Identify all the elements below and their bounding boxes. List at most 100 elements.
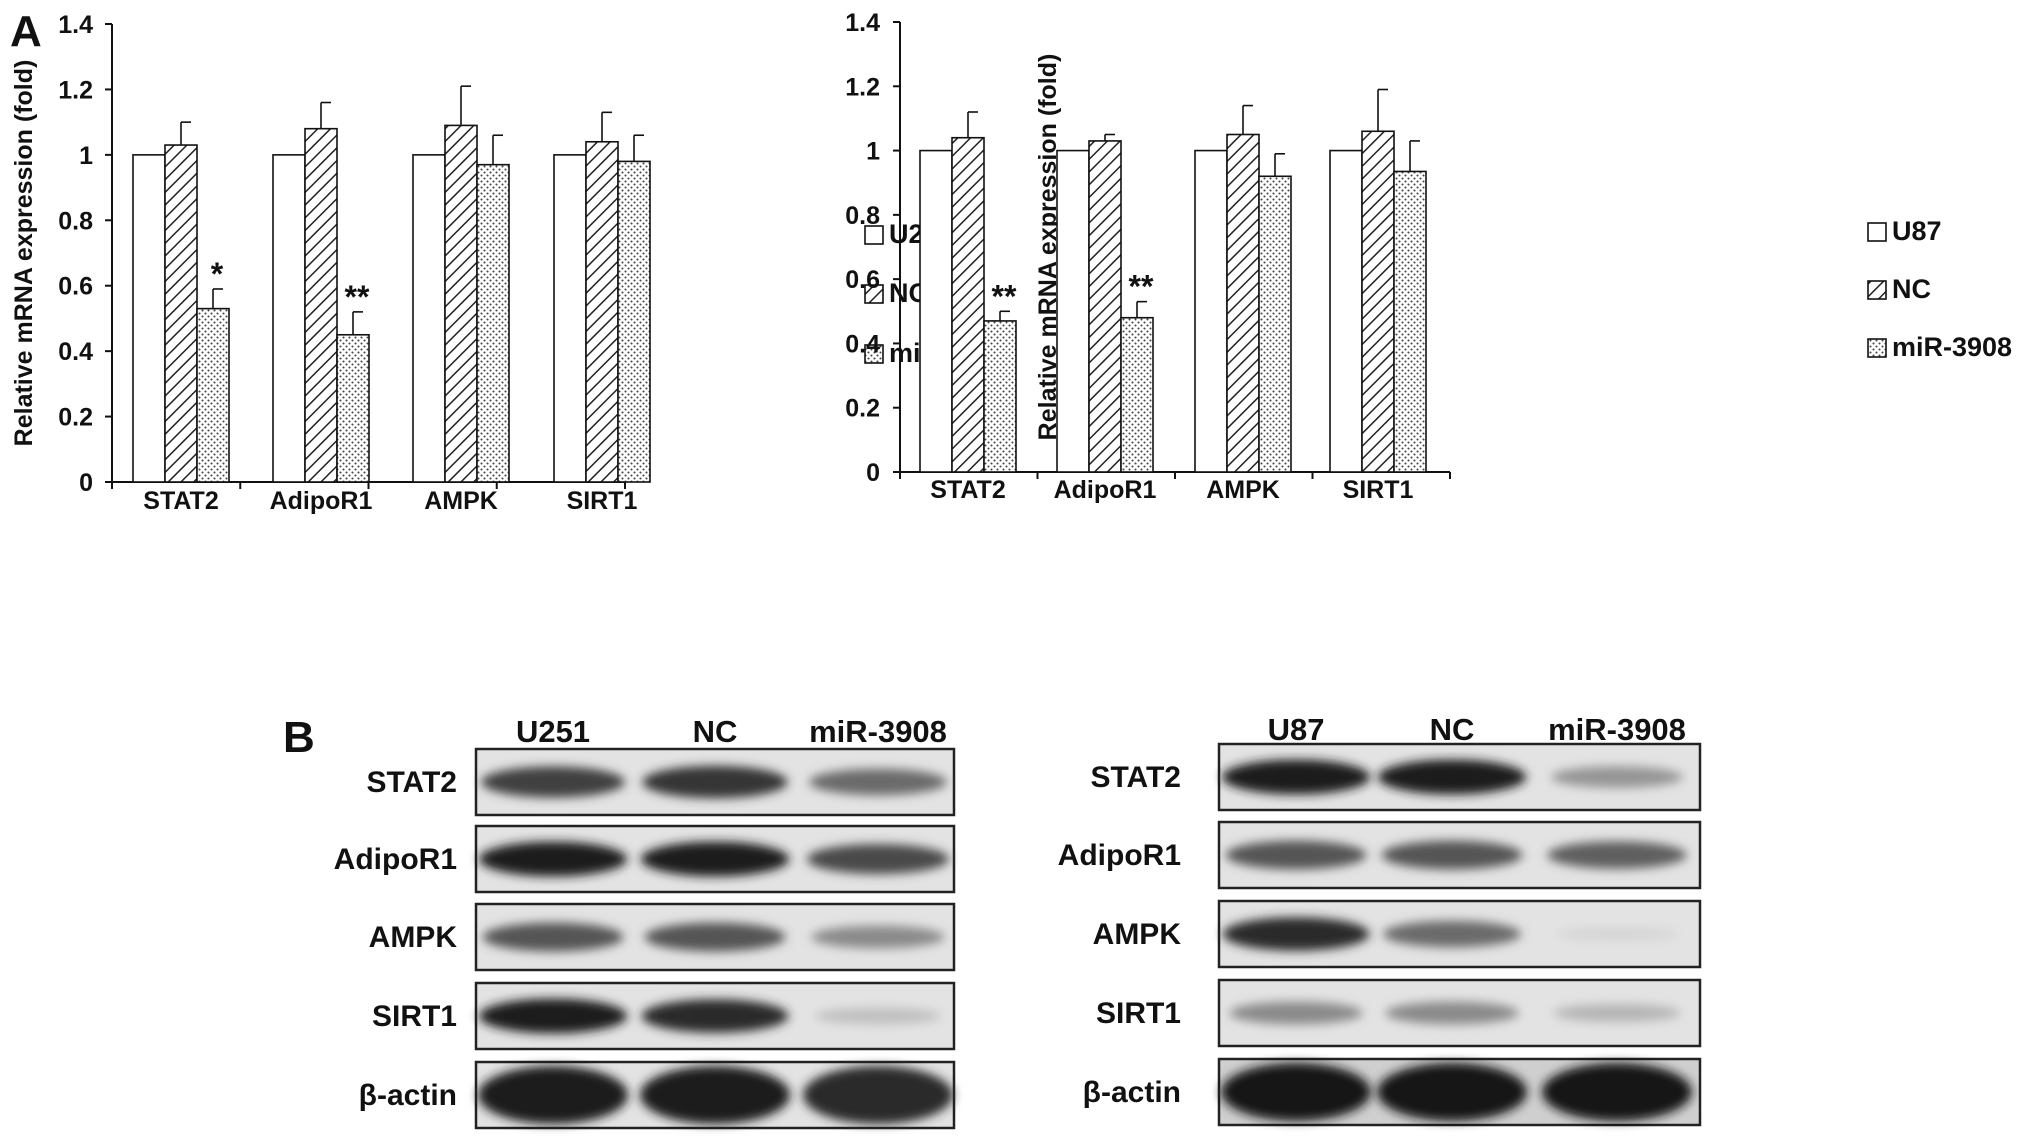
band-stat2-mir-3908 [809, 768, 947, 796]
legend-swatch-mir-3908 [864, 344, 884, 364]
bar-u251-adipor1 [272, 154, 306, 483]
bar-u87-stat2 [919, 149, 953, 473]
band-ampk-u251 [482, 922, 624, 952]
lane-header-nc: NC [693, 714, 738, 749]
bar-mir-3908-stat2 [983, 320, 1017, 473]
legend-label-u87: U87 [1892, 216, 1942, 246]
western-blot-u251: U251 NC miR-3908 STAT2 AdipoR1 AMPK SIRT1 β-act… [334, 714, 956, 1130]
band-sirt1-u87 [1229, 1001, 1363, 1025]
x-tick-label: STAT2 [930, 476, 1005, 504]
legend-label-mir-3908: miR-3908 [1892, 332, 2012, 362]
panel-label-b: B [283, 713, 315, 762]
lane-header-mir-3908: miR-3908 [809, 714, 947, 749]
bar-nc-adipor1 [1088, 140, 1122, 473]
legend-swatch-u251 [864, 225, 884, 245]
band-actin-mir-3908 [1542, 1063, 1692, 1121]
x-tick-label: SIRT1 [1343, 476, 1414, 504]
bar-u251-ampk [412, 154, 446, 483]
bar-mir-3908-adipor1 [1120, 316, 1154, 473]
significance-marker: ** [992, 278, 1017, 314]
band-actin-nc [1377, 1063, 1527, 1121]
lane-header-u251: U251 [516, 714, 590, 749]
y-tick-label: 0.4 [845, 330, 880, 358]
band-sirt1-mir-3908 [1553, 1004, 1681, 1022]
bar-u251-sirt1 [553, 154, 587, 483]
blot-label-adipor1: AdipoR1 [1058, 839, 1181, 872]
legend-swatch-mir-3908 [1867, 338, 1887, 358]
bar-u87-sirt1 [1329, 149, 1363, 473]
y-tick-label: 0.8 [845, 202, 880, 230]
band-actin-nc [640, 1066, 790, 1124]
bar-u251-stat2 [132, 154, 166, 483]
y-tick-label: 1 [79, 142, 93, 170]
y-tick-label: 1.2 [58, 76, 93, 104]
y-tick-label: 1.4 [845, 9, 880, 37]
y-tick-label: 1 [866, 138, 880, 166]
band-actin-mir-3908 [803, 1066, 953, 1124]
y-tick-label: 0.8 [58, 207, 93, 235]
western-blot-u87: U87 NC miR-3908 STAT2 AdipoR1 AMPK SIRT1 β-acti… [1058, 712, 1702, 1127]
legend-swatch-nc [1867, 280, 1887, 300]
bar-mir-3908-ampk [476, 163, 510, 483]
bar-nc-stat2 [951, 136, 985, 473]
significance-marker: * [211, 256, 224, 292]
x-tick-label: AdipoR1 [270, 487, 373, 515]
band-ampk-nc [644, 922, 786, 952]
x-tick-label: AMPK [424, 487, 498, 515]
bar-nc-ampk [1226, 133, 1260, 473]
y-tick-label: 1.2 [845, 73, 880, 101]
band-ampk-mir-3908 [1555, 926, 1679, 942]
significance-marker: ** [1129, 269, 1154, 305]
y-tick-label: 1.4 [58, 11, 93, 39]
bar-nc-stat2 [164, 144, 198, 483]
bar-u87-ampk [1194, 149, 1228, 473]
lane-header-u87: U87 [1268, 712, 1325, 747]
band-stat2-mir-3908 [1551, 766, 1683, 788]
blot-label-actin: β-actin [1083, 1076, 1181, 1109]
legend-swatch-nc [864, 284, 884, 304]
band-actin-u251 [478, 1066, 628, 1124]
bar-mir-3908-sirt1 [617, 160, 651, 483]
bar-nc-sirt1 [1361, 130, 1395, 473]
x-tick-label: AdipoR1 [1054, 476, 1157, 504]
band-adipor1-nc [640, 841, 790, 877]
y-tick-label: 0.4 [58, 338, 93, 366]
bar-mir-3908-sirt1 [1393, 170, 1427, 473]
band-sirt1-u251 [478, 998, 628, 1034]
band-sirt1-mir-3908 [815, 1007, 941, 1025]
bar-nc-sirt1 [585, 140, 619, 483]
band-stat2-u251 [481, 766, 625, 798]
blot-label-sirt1: SIRT1 [372, 1000, 457, 1033]
bar-mir-3908-adipor1 [336, 333, 370, 483]
bar-u87-adipor1 [1056, 149, 1090, 473]
lane-header-mir-3908: miR-3908 [1548, 712, 1686, 747]
legend-label-nc: NC [1892, 274, 1931, 304]
y-tick-label: 0 [79, 469, 93, 497]
band-stat2-nc [1377, 759, 1527, 795]
x-tick-label: AMPK [1206, 476, 1280, 504]
blot-label-actin: β-actin [359, 1079, 457, 1112]
band-stat2-u87 [1221, 759, 1371, 795]
blot-label-sirt1: SIRT1 [1096, 997, 1181, 1030]
y-axis-title: Relative mRNA expression (fold) [10, 60, 38, 447]
x-tick-label: SIRT1 [567, 487, 638, 515]
band-stat2-nc [642, 765, 788, 799]
band-ampk-u87 [1222, 917, 1370, 951]
lane-header-nc: NC [1430, 712, 1475, 747]
y-tick-label: 0.6 [58, 273, 93, 301]
band-ampk-nc [1383, 920, 1521, 948]
y-tick-label: 0.6 [845, 266, 880, 294]
band-adipor1-nc [1381, 840, 1523, 870]
legend-swatch-u87 [1867, 222, 1887, 242]
blot-label-ampk: AMPK [369, 921, 458, 954]
band-adipor1-u87 [1225, 840, 1367, 870]
y-tick-label: 0.2 [845, 395, 880, 423]
y-tick-label: 0.2 [58, 404, 93, 432]
bar-nc-adipor1 [304, 127, 338, 483]
band-actin-u87 [1221, 1063, 1371, 1121]
band-adipor1-u251 [478, 841, 628, 877]
band-adipor1-mir-3908 [806, 844, 950, 874]
panel-label-a: A [10, 7, 42, 56]
